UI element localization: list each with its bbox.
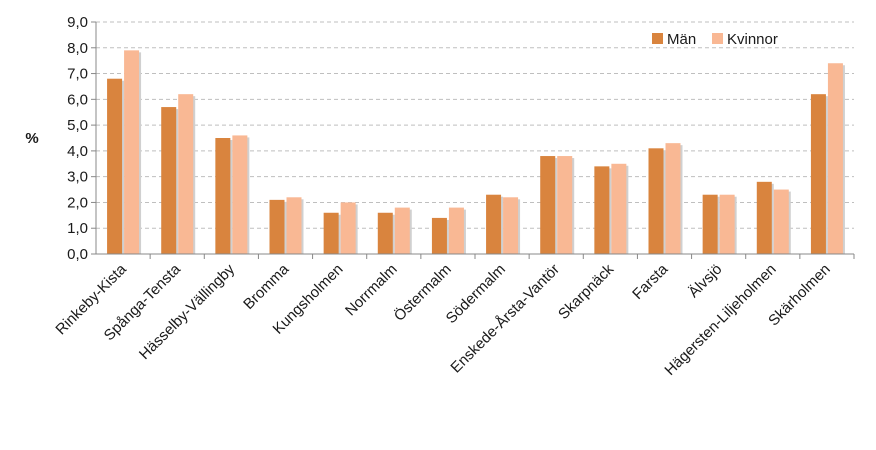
bar-kvinnor	[611, 163, 627, 254]
bar-man	[486, 194, 502, 254]
bar-man	[323, 212, 339, 254]
x-category-label: Hässelby-Vällingby	[136, 260, 239, 363]
y-tick-label: 2,0	[67, 194, 88, 211]
bar-kvinnor	[286, 197, 302, 254]
x-axis-labels: Rinkeby-KistaSpånga-TenstaHässelby-Välli…	[52, 254, 855, 379]
bar-kvinnor	[448, 207, 464, 254]
bar-man	[377, 212, 393, 254]
bar-man	[269, 199, 285, 254]
bar-kvinnor	[557, 156, 573, 254]
bar-man	[161, 107, 177, 254]
bar-man	[702, 194, 718, 254]
legend: Män Kvinnor	[652, 31, 778, 48]
bar-kvinnor	[719, 194, 735, 254]
y-axis-label: %	[25, 130, 38, 147]
bar-kvinnor	[178, 94, 194, 254]
y-tick-label: 9,0	[67, 14, 88, 31]
x-category-label: Älvsjö	[685, 261, 725, 301]
bar-kvinnor	[503, 197, 519, 254]
y-tick-label: 1,0	[67, 220, 88, 237]
bar-man	[756, 181, 772, 254]
bar-kvinnor	[827, 63, 843, 254]
legend-swatch-kvinnor	[712, 33, 723, 44]
legend-swatch-man	[652, 33, 663, 44]
y-tick-label: 0,0	[67, 246, 88, 263]
bar-kvinnor	[124, 50, 140, 254]
y-tick-label: 7,0	[67, 66, 88, 83]
bar-kvinnor	[773, 189, 789, 254]
bar-kvinnor	[232, 135, 248, 254]
y-tick-label: 6,0	[67, 91, 88, 108]
bars	[107, 50, 845, 254]
x-category-label: Enskede-Årsta-Vantör	[447, 261, 563, 377]
bar-kvinnor	[665, 143, 681, 254]
y-tick-label: 8,0	[67, 40, 88, 57]
bar-man	[107, 78, 123, 254]
bar-man	[431, 217, 447, 254]
gridlines	[96, 21, 854, 229]
bar-kvinnor	[340, 202, 356, 254]
legend-label-kvinnor: Kvinnor	[727, 31, 778, 48]
bar-man	[594, 166, 610, 254]
y-tick-label: 4,0	[67, 143, 88, 160]
legend-label-man: Män	[667, 31, 696, 48]
y-tick-label: 5,0	[67, 117, 88, 134]
x-category-label: Hägersten-Liljeholmen	[661, 261, 779, 379]
x-category-label: Bromma	[240, 260, 293, 313]
bar-man	[810, 94, 826, 254]
bar-man	[648, 148, 664, 254]
bar-man	[540, 156, 556, 254]
y-tick-label: 3,0	[67, 169, 88, 186]
bar-man	[215, 138, 231, 254]
y-axis-ticks: 0,0 1,0 2,0 3,0 4,0 5,0 6,0 7,0 8,0 9,0	[67, 14, 96, 263]
x-category-label: Farsta	[629, 260, 672, 303]
bar-kvinnor	[394, 207, 410, 254]
x-category-label: Skarpnäck	[555, 260, 617, 322]
